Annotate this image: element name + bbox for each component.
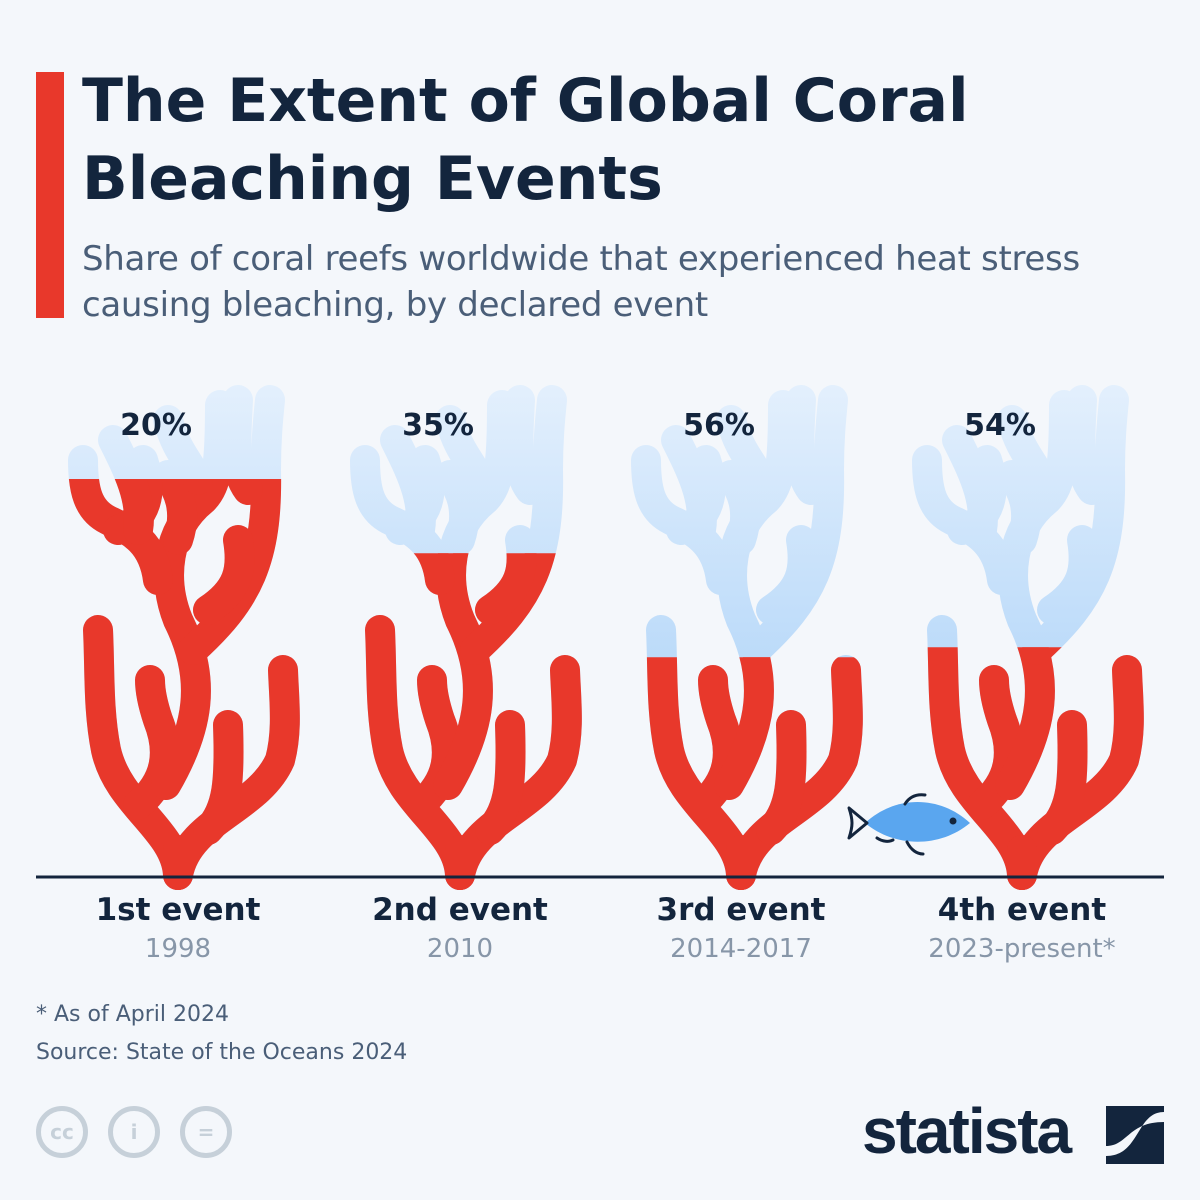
coral-bar <box>83 400 285 875</box>
fish-icon <box>847 793 970 856</box>
value-label: 54% <box>964 408 1036 443</box>
cc-icon: cc <box>36 1106 88 1158</box>
value-label: 56% <box>683 408 755 443</box>
accent-bar <box>36 72 64 318</box>
page-title: The Extent of Global Coral Bleaching Eve… <box>82 66 969 214</box>
value-label: 35% <box>402 408 474 443</box>
no-derivatives-icon: = <box>180 1106 232 1158</box>
source-note: Source: State of the Oceans 2024 <box>36 1040 408 1065</box>
category-label: 2nd event <box>372 892 548 928</box>
statista-logo: statista <box>862 1095 1072 1167</box>
value-label: 20% <box>120 408 192 443</box>
coral-bar <box>365 400 567 875</box>
period-label: 2010 <box>427 934 493 964</box>
statista-logo-mark <box>1106 1106 1164 1164</box>
category-label: 3rd event <box>657 892 826 928</box>
period-label: 1998 <box>145 934 211 964</box>
attribution-icon: i <box>108 1106 160 1158</box>
category-label: 4th event <box>938 892 1107 928</box>
coral-chart: 20% 1st event 1998 35% 2nd event 2010 56% 3rd e… <box>36 0 1164 964</box>
period-label: 2014-2017 <box>670 934 812 964</box>
footnote: * As of April 2024 <box>36 1002 229 1027</box>
coral-bar <box>646 400 848 875</box>
coral-bar <box>927 400 1129 875</box>
subtitle: Share of coral reefs worldwide that expe… <box>82 239 1080 325</box>
period-label: 2023-present* <box>928 934 1115 964</box>
category-label: 1st event <box>96 892 261 928</box>
